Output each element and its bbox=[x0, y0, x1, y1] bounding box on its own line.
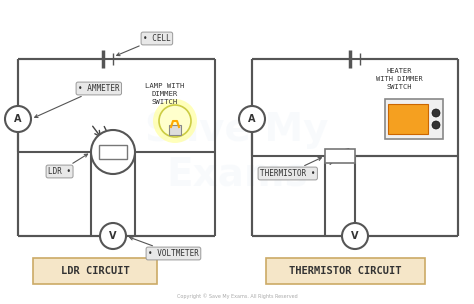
Bar bbox=[388, 104, 428, 134]
Text: LDR •: LDR • bbox=[48, 154, 88, 176]
Text: • CELL: • CELL bbox=[117, 34, 171, 56]
Text: V: V bbox=[109, 231, 117, 241]
Circle shape bbox=[432, 109, 440, 117]
Text: V: V bbox=[351, 231, 359, 241]
Circle shape bbox=[100, 223, 126, 249]
Text: Copyright © Save My Exams. All Rights Reserved: Copyright © Save My Exams. All Rights Re… bbox=[177, 293, 297, 299]
Circle shape bbox=[159, 105, 191, 137]
Circle shape bbox=[432, 121, 440, 129]
Bar bbox=[169, 125, 181, 135]
Circle shape bbox=[91, 130, 135, 174]
Text: LDR CIRCUIT: LDR CIRCUIT bbox=[61, 266, 129, 276]
Circle shape bbox=[5, 106, 31, 132]
Text: A: A bbox=[248, 114, 256, 124]
FancyBboxPatch shape bbox=[33, 258, 157, 284]
Text: Save My
Exams: Save My Exams bbox=[145, 111, 329, 193]
Text: • VOLTMETER: • VOLTMETER bbox=[130, 237, 199, 258]
Text: THERMISTOR CIRCUIT: THERMISTOR CIRCUIT bbox=[289, 266, 401, 276]
Text: • AMMETER: • AMMETER bbox=[35, 84, 119, 117]
Circle shape bbox=[239, 106, 265, 132]
Bar bbox=[99, 145, 127, 159]
Text: THERMISTOR •: THERMISTOR • bbox=[260, 158, 321, 178]
Text: LAMP WITH
DIMMER
SWITCH: LAMP WITH DIMMER SWITCH bbox=[146, 83, 185, 105]
Bar bbox=[385, 99, 443, 139]
Bar bbox=[325, 149, 355, 163]
Text: A: A bbox=[14, 114, 22, 124]
Text: HEATER
WITH DIMMER
SWITCH: HEATER WITH DIMMER SWITCH bbox=[375, 68, 422, 90]
FancyBboxPatch shape bbox=[266, 258, 425, 284]
Circle shape bbox=[342, 223, 368, 249]
Circle shape bbox=[153, 99, 197, 143]
